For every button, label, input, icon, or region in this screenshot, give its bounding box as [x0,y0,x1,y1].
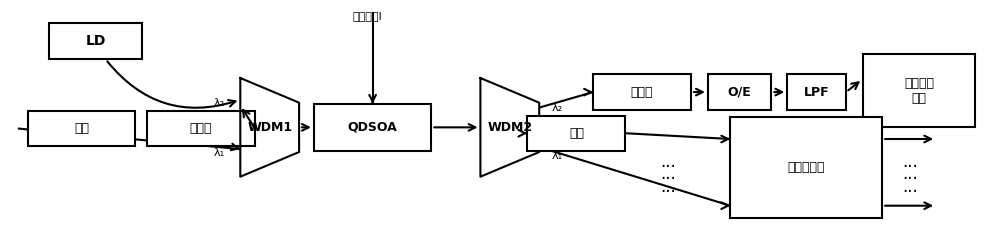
Text: λ₂: λ₂ [551,102,562,113]
Text: 标签识别
单元: 标签识别 单元 [904,77,934,105]
Text: ···: ··· [902,170,918,188]
Bar [147,111,255,146]
Bar [28,111,135,146]
Bar [49,23,142,59]
Text: ···: ··· [902,182,918,200]
Bar [730,117,882,218]
Text: 净荷: 净荷 [569,127,584,140]
Text: QDSOA: QDSOA [348,121,397,134]
Text: WDM1: WDM1 [247,121,292,134]
Text: LD: LD [86,34,106,48]
Text: λ₁: λ₁ [213,148,224,158]
Bar [527,116,625,151]
Bar [314,104,431,151]
Text: LPF: LPF [804,86,829,98]
Text: 注入电流I: 注入电流I [353,11,383,21]
Polygon shape [240,78,299,177]
Text: ···: ··· [660,182,676,200]
Text: λ₁: λ₁ [551,152,562,162]
Text: ···: ··· [902,158,918,176]
Polygon shape [480,78,539,177]
Text: λ₂: λ₂ [213,98,224,108]
Text: ···: ··· [660,158,676,176]
Bar [708,74,771,110]
Text: 净荷: 净荷 [74,122,89,135]
Text: 光标签: 光标签 [631,86,653,98]
Text: 光标签: 光标签 [190,122,212,135]
Bar [787,74,846,110]
Bar [593,74,691,110]
Text: O/E: O/E [728,86,751,98]
Text: WDM2: WDM2 [487,121,532,134]
Bar [863,54,975,127]
Text: ···: ··· [660,170,676,188]
Text: 光交换矩阵: 光交换矩阵 [788,161,825,174]
